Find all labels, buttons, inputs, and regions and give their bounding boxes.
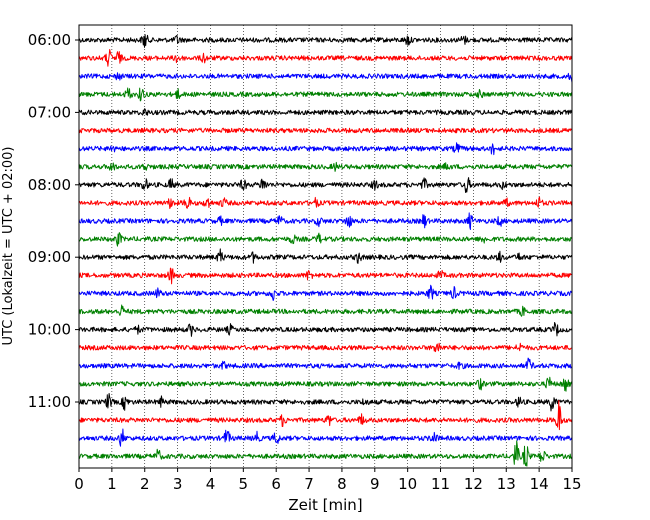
seismogram-trace [78, 322, 573, 337]
seismogram-trace [78, 248, 573, 264]
x-tick-label: 4 [206, 475, 216, 493]
x-tick-label: 7 [304, 475, 314, 493]
plot-background [79, 25, 572, 468]
y-axis-ticks: 06:00 07:00 08:00 09:00 10:00 11:00 [28, 31, 79, 411]
x-tick-label: 3 [173, 475, 183, 493]
x-tick-label: 5 [239, 475, 249, 493]
y-tick-label: 08:00 [28, 176, 71, 194]
seismogram-trace [78, 161, 573, 172]
y-tick-label: 09:00 [28, 248, 71, 266]
x-axis-ticks: 0 1 2 3 4 5 6 7 8 9 10 11 12 13 14 15 [74, 468, 582, 493]
seismogram-trace [78, 284, 573, 301]
trace-group [78, 34, 573, 467]
x-tick-label: 12 [464, 475, 483, 493]
seismogram-trace [78, 342, 572, 353]
seismogram-trace [78, 357, 573, 370]
seismogram-trace [78, 304, 573, 317]
seismogram-trace [78, 393, 573, 412]
x-tick-label: 6 [271, 475, 281, 493]
x-axis-label: Zeit [min] [288, 496, 362, 514]
seismogram-trace [78, 34, 573, 48]
seismogram-trace [78, 177, 573, 193]
x-tick-label: 9 [370, 475, 380, 493]
seismogram-trace [78, 87, 573, 102]
seismogram-trace [78, 376, 573, 392]
x-tick-label: 10 [398, 475, 417, 493]
y-tick-label: 10:00 [28, 321, 71, 339]
y-axis-label: UTC (Lokalzeit = UTC + 02:00) [1, 147, 16, 346]
plot-frame [78, 24, 573, 469]
seismogram-trace [78, 267, 573, 285]
y-tick-label: 07:00 [28, 103, 71, 121]
x-tick-label: 15 [562, 475, 581, 493]
seismogram-trace [78, 108, 573, 116]
x-tick-label: 11 [431, 475, 450, 493]
seismogram-trace [78, 428, 573, 447]
seismogram-trace [78, 212, 573, 230]
seismogram-trace [78, 440, 573, 467]
x-tick-label: 2 [140, 475, 150, 493]
y-tick-label: 06:00 [28, 31, 71, 49]
seismogram-trace [78, 232, 573, 247]
seismogram-trace [78, 72, 573, 83]
seismogram-trace [78, 196, 573, 209]
seismogram-trace [78, 142, 573, 156]
x-tick-label: 8 [337, 475, 347, 493]
seismogram-trace [78, 400, 573, 431]
vertical-grid [111, 25, 540, 468]
seismogram-trace [78, 49, 573, 67]
x-tick-label: 14 [530, 475, 549, 493]
x-tick-label: 1 [107, 475, 117, 493]
seismogram-trace [78, 127, 573, 134]
x-tick-label: 13 [497, 475, 516, 493]
x-tick-label: 0 [74, 475, 84, 493]
y-tick-label: 11:00 [28, 393, 71, 411]
